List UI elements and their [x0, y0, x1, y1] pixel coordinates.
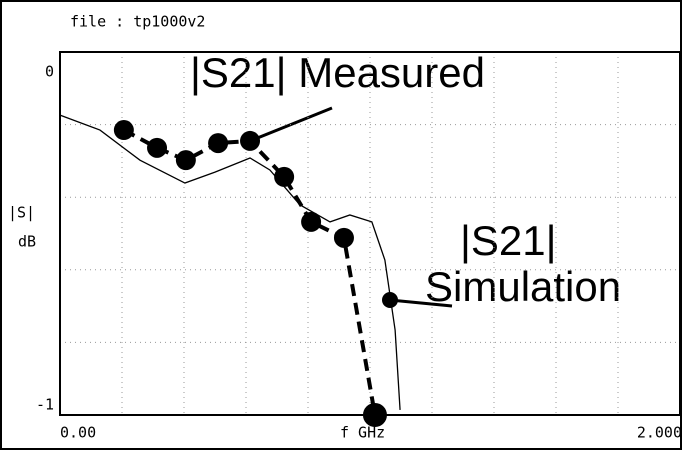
y-label: |S|: [8, 204, 35, 222]
y-label: dB: [18, 233, 36, 251]
marker: [333, 227, 354, 248]
x-tick-label: 0.00: [60, 424, 96, 442]
marker: [113, 120, 134, 141]
annotation-arrow: [389, 298, 453, 308]
marker: [274, 166, 295, 187]
y-tick-label: 0: [45, 63, 54, 81]
x-label: f GHz: [340, 424, 385, 442]
series-line: [59, 114, 401, 410]
marker: [362, 403, 387, 427]
annotation: |S21| Measured: [190, 49, 485, 96]
marker: [240, 130, 261, 151]
marker: [175, 150, 196, 171]
marker: [301, 211, 322, 232]
plot: 0 -1 0.00 2.000: [36, 51, 682, 442]
marker: [147, 137, 168, 158]
annotation-dot: [382, 292, 398, 308]
y-tick-label: -1: [36, 396, 54, 414]
marker: [208, 133, 229, 154]
annotation: Simulation: [425, 263, 621, 310]
annotation: |S21|: [460, 217, 557, 264]
x-tick-label: 2.000: [637, 424, 682, 442]
chart-title: file : tp1000v2: [70, 13, 205, 31]
